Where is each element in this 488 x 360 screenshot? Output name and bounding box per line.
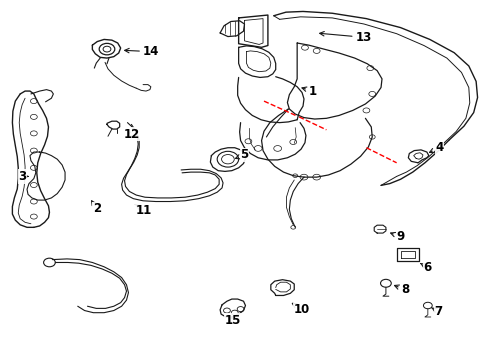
Text: 11: 11 xyxy=(135,204,152,217)
Text: 3: 3 xyxy=(19,170,28,183)
Text: 4: 4 xyxy=(428,141,443,154)
Text: 2: 2 xyxy=(91,201,101,215)
Text: 5: 5 xyxy=(235,148,248,161)
Text: 14: 14 xyxy=(124,45,159,58)
Text: 13: 13 xyxy=(319,31,371,44)
Text: 7: 7 xyxy=(430,305,442,318)
Text: 9: 9 xyxy=(390,230,404,243)
Text: 10: 10 xyxy=(292,303,309,316)
Text: 6: 6 xyxy=(420,261,431,274)
Text: 8: 8 xyxy=(394,283,408,296)
Text: 15: 15 xyxy=(224,314,241,327)
Text: 1: 1 xyxy=(302,85,316,98)
Text: 12: 12 xyxy=(123,127,139,141)
